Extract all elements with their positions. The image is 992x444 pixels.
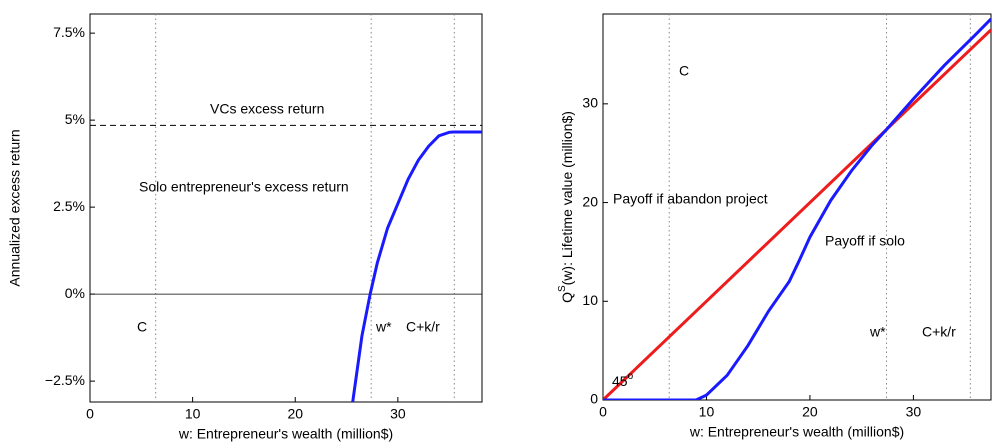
y-axis-label-rest: (w): Lifetime value (million$)	[559, 111, 575, 285]
x-axis-label: w: Entrepreneur's wealth (million$)	[689, 424, 904, 440]
x-axis-label: w: Entrepreneur's wealth (million$)	[178, 426, 393, 442]
plot-frame	[602, 13, 992, 401]
y-tick-label: 7.5%	[53, 24, 85, 40]
angle-label-sup: o	[628, 371, 634, 382]
annotation: C+k/r	[406, 319, 440, 335]
annotation: w*	[869, 324, 886, 340]
y-axis-label: Annualized excess return	[7, 129, 23, 286]
y-tick-label: 2.5%	[53, 198, 85, 214]
y-axis-label-sup: S	[557, 285, 568, 292]
series-line	[603, 28, 991, 400]
y-tick-label: 0%	[65, 285, 85, 301]
annotation: C	[679, 63, 689, 79]
y-tick-label: −2.5%	[45, 372, 85, 388]
annotation: Payoff if abandon project	[613, 191, 768, 207]
y-tick-label: 20	[582, 193, 598, 209]
annotation: VCs excess return	[210, 101, 324, 117]
x-tick-label: 20	[802, 404, 818, 420]
x-tick-label: 0	[86, 406, 94, 422]
y-tick-label: 5%	[65, 111, 85, 127]
annotation: C	[137, 319, 147, 335]
annotation: C+k/r	[922, 324, 956, 340]
x-tick-label: 10	[699, 404, 715, 420]
series-line	[603, 17, 991, 400]
annotation: Payoff if solo	[825, 233, 905, 249]
x-tick-label: 10	[185, 406, 201, 422]
x-tick-label: 30	[906, 404, 922, 420]
y-tick-label: 10	[582, 292, 598, 308]
plot-frame	[89, 13, 483, 403]
x-tick-label: 20	[287, 406, 303, 422]
x-tick-label: 30	[390, 406, 406, 422]
y-tick-label: 30	[582, 95, 598, 111]
series-line	[351, 130, 482, 402]
y-axis-label: QS(w): Lifetime value (million$)	[557, 111, 575, 303]
y-axis-label-base: Q	[559, 292, 575, 303]
annotation: w*	[375, 319, 392, 335]
angle-label-base: 45	[612, 373, 628, 389]
x-tick-label: 0	[599, 404, 607, 420]
annotation: Solo entrepreneur's excess return	[139, 179, 349, 195]
y-tick-label: 0	[590, 391, 598, 407]
angle-label: 45o	[612, 371, 634, 389]
